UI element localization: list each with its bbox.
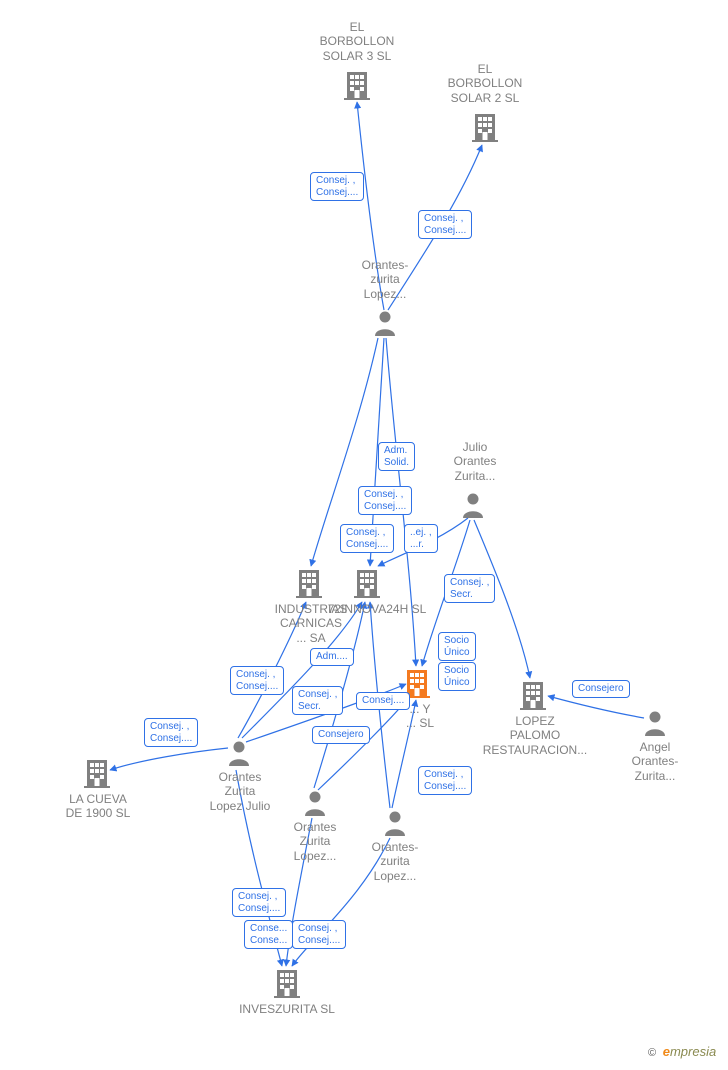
edge-label: Consej. , Consej.... (232, 888, 286, 917)
person-icon (374, 310, 396, 341)
copyright-symbol: © (648, 1047, 656, 1059)
node-label: LA CUEVA DE 1900 SL (58, 792, 138, 821)
person-icon (462, 492, 484, 523)
node-label: INVESZURITA SL (232, 1002, 342, 1016)
node-label: Julio Orantes Zurita... (440, 440, 510, 483)
watermark: © empresia (648, 1044, 716, 1059)
edge-label: ..ej. , ...r. (404, 524, 438, 553)
node-label: Orantes- zurita Lopez... (360, 840, 430, 883)
building-icon (296, 568, 322, 603)
edge-label: Consejero (572, 680, 630, 698)
edge (110, 748, 228, 770)
company-node-borbollon2[interactable]: EL BORBOLLON SOLAR 2 SL (440, 62, 530, 105)
edge-label: Socio Único (438, 662, 476, 691)
company-node-borbollon3[interactable]: EL BORBOLLON SOLAR 3 SL (312, 20, 402, 63)
edge-label: Consej. , Secr. (444, 574, 495, 603)
edge-label: Consej. , Consej.... (418, 766, 472, 795)
person-node-julio_top[interactable]: Julio Orantes Zurita... (440, 440, 510, 483)
building-icon (274, 968, 300, 1003)
node-label: EL BORBOLLON SOLAR 3 SL (312, 20, 402, 63)
person-icon (384, 810, 406, 841)
edge-label: Consej. , Consej.... (310, 172, 364, 201)
edge-label: Consej. , Consej.... (358, 486, 412, 515)
building-icon (472, 112, 498, 147)
edge-label: Consej. , Consej.... (340, 524, 394, 553)
edge-label: Socio Único (438, 632, 476, 661)
person-icon (304, 790, 326, 821)
node-label: Orantes Zurita Lopez Julio (200, 770, 280, 813)
watermark-e: e (663, 1044, 670, 1059)
edge-label: Conse... Conse... (244, 920, 293, 949)
edge-label: Consej. , Consej.... (418, 210, 472, 239)
node-label: Angel Orantes- Zurita... (620, 740, 690, 783)
person-icon (644, 710, 666, 741)
edge-label: Consej. , Consej.... (292, 920, 346, 949)
person-node-orantes_zurita_top[interactable]: Orantes- zurita Lopez... (350, 258, 420, 301)
building-icon (344, 70, 370, 105)
node-label: Orantes Zurita Lopez... (280, 820, 350, 863)
edge-label: Consejero (312, 726, 370, 744)
watermark-rest: mpresia (670, 1044, 716, 1059)
edge-label: Consej. , Secr. (292, 686, 343, 715)
edge-label: Consej. , Consej.... (144, 718, 198, 747)
node-label: LOPEZ PALOMO RESTAURACION... (470, 714, 600, 757)
node-label: Orantes- zurita Lopez... (350, 258, 420, 301)
edge-label: Adm. Solid. (378, 442, 415, 471)
building-icon (520, 680, 546, 715)
node-label: EL BORBOLLON SOLAR 2 SL (440, 62, 530, 105)
person-icon (228, 740, 250, 771)
building-icon (354, 568, 380, 603)
edge-label: Adm.... (310, 648, 354, 666)
node-label: 72INNOVA24H SL (322, 602, 432, 616)
edge-label: Consej.... (356, 692, 410, 710)
building-icon (84, 758, 110, 793)
edge-label: Consej. , Consej.... (230, 666, 284, 695)
